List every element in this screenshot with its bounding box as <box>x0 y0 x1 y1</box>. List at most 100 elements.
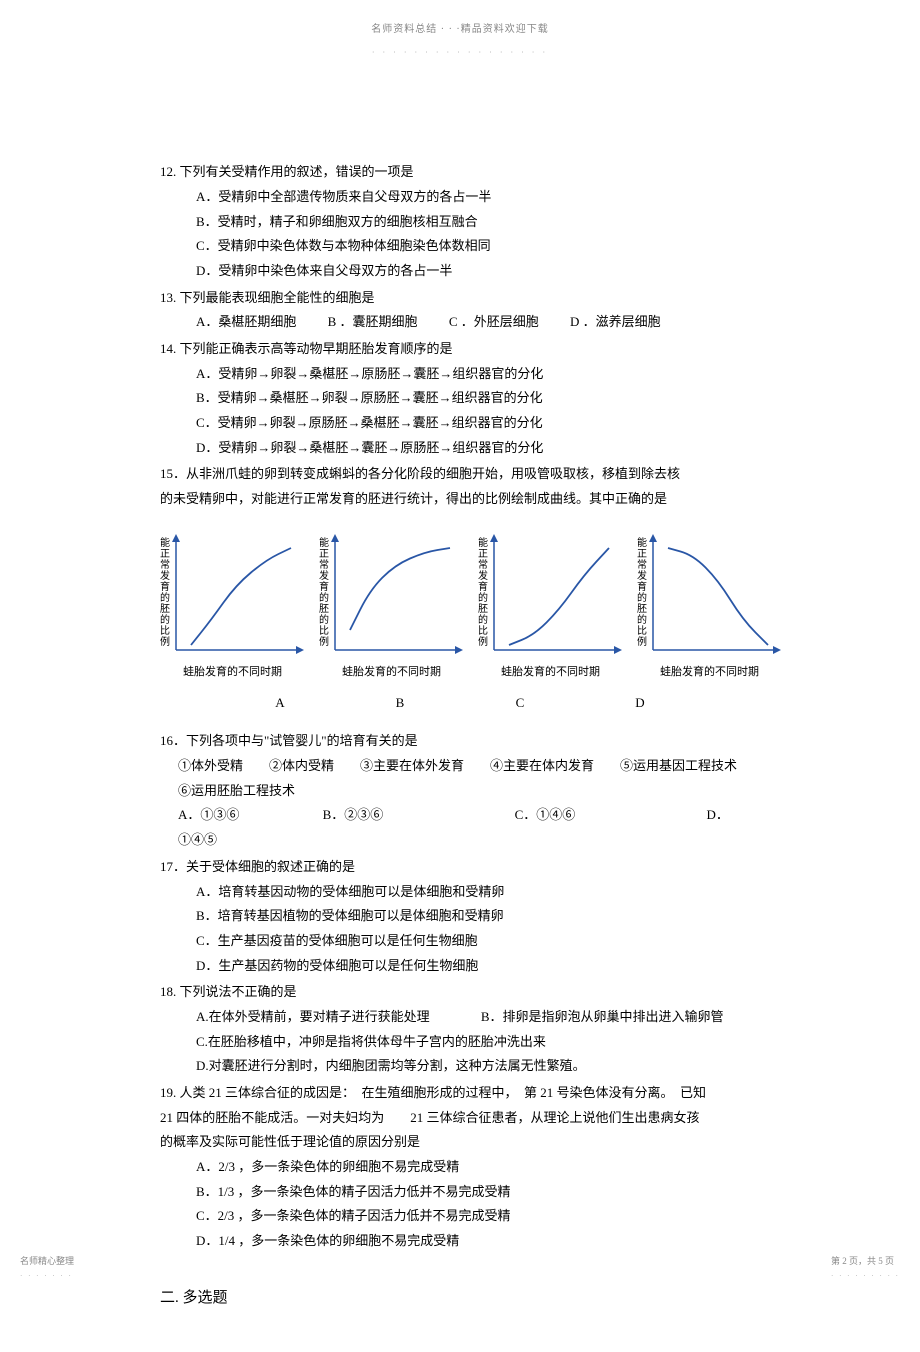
svg-text:例: 例 <box>637 635 647 648</box>
question-16: 16．下列各项中与"试管婴儿"的培育有关的是 ①体外受精 ②体内受精 ③主要在体… <box>160 729 760 852</box>
svg-text:的: 的 <box>637 591 647 604</box>
chart-c: 能正常发育的胚的比例 蛙胎发育的不同时期 <box>478 530 623 683</box>
q17-stem: 17．关于受体细胞的叙述正确的是 <box>160 855 760 880</box>
svg-text:例: 例 <box>478 635 488 648</box>
svg-text:的: 的 <box>319 591 329 604</box>
svg-text:的: 的 <box>160 591 170 604</box>
footer-right: 第 2 页，共 5 页 · · · · · · · · · <box>831 1253 900 1283</box>
q16-option-d: D．①④⑤ <box>178 807 729 847</box>
chart-letter-b: B <box>340 691 460 716</box>
q16-option-a: A．①③⑥ <box>178 807 239 822</box>
question-14: 14. 下列能正确表示高等动物早期胚胎发育顺序的是 A．受精卵→卵裂→桑椹胚→原… <box>160 337 760 460</box>
q16-stem: 16．下列各项中与"试管婴儿"的培育有关的是 <box>160 729 760 754</box>
svg-text:胚: 胚 <box>319 603 329 615</box>
chart-b: 能正常发育的胚的比例 蛙胎发育的不同时期 <box>319 530 464 683</box>
svg-text:发: 发 <box>478 569 488 582</box>
q14-stem: 14. 下列能正确表示高等动物早期胚胎发育顺序的是 <box>160 337 760 362</box>
q19-option-c: C．2/3 ，多一条染色体的精子因活力低并不易完成受精 <box>196 1204 760 1229</box>
svg-text:能: 能 <box>478 536 488 549</box>
svg-text:比: 比 <box>319 625 329 637</box>
svg-text:的: 的 <box>319 613 329 626</box>
chart-letter-a: A <box>220 691 340 716</box>
q14-option-a: A．受精卵→卵裂→桑椹胚→原肠胚→囊胚→组织器官的分化 <box>196 362 760 387</box>
question-17: 17．关于受体细胞的叙述正确的是 A．培育转基因动物的受体细胞可以是体细胞和受精… <box>160 855 760 978</box>
q19-line1: 19. 人类 21 三体综合征的成因是： 在生殖细胞形成的过程中， 第 21 号… <box>160 1081 760 1106</box>
q13-options: A．桑椹胚期细胞 B ．囊胚期细胞 C ．外胚层细胞 D ．滋养层细胞 <box>196 310 760 335</box>
chart-c-xlabel: 蛙胎发育的不同时期 <box>501 662 600 683</box>
chart-svg-a: 能正常发育的胚的比例 <box>160 530 305 660</box>
q15-line1: 15．从非洲爪蛙的卵到转变成蝌蚪的各分化阶段的细胞开始，用吸管吸取核，移植到除去… <box>160 462 760 487</box>
q12-option-b: B．受精时，精子和卵细胞双方的细胞核相互融合 <box>196 210 760 235</box>
q16-items1: ①体外受精 ②体内受精 ③主要在体外发育 ④主要在体内发育 ⑤运用基因工程技术 <box>178 754 760 779</box>
q13-option-d: D ．滋养层细胞 <box>570 314 661 329</box>
footer-right-dots: · · · · · · · · · <box>831 1270 900 1283</box>
svg-text:胚: 胚 <box>637 603 647 615</box>
q18-option-b: B．排卵是指卵泡从卵巢中排出进入输卵管 <box>481 1009 724 1024</box>
chart-a: 能正常发育的胚的比例 蛙胎发育的不同时期 <box>160 530 305 683</box>
question-13: 13. 下列最能表现细胞全能性的细胞是 A．桑椹胚期细胞 B ．囊胚期细胞 C … <box>160 286 760 335</box>
svg-text:常: 常 <box>637 558 647 571</box>
q17-option-b: B．培育转基因植物的受体细胞可以是体细胞和受精卵 <box>196 904 760 929</box>
q19-line2: 21 四体的胚胎不能成活。一对夫妇均为 21 三体综合征患者，从理论上说他们生出… <box>160 1106 760 1131</box>
q17-option-a: A．培育转基因动物的受体细胞可以是体细胞和受精卵 <box>196 880 760 905</box>
q12-option-d: D．受精卵中染色体来自父母双方的各占一半 <box>196 259 760 284</box>
svg-text:能: 能 <box>319 536 329 549</box>
section-2-title: 二. 多选题 <box>160 1284 760 1313</box>
footer-right-text: 第 2 页，共 5 页 <box>831 1253 900 1270</box>
q19-line3: 的概率及实际可能性低于理论值的原因分别是 <box>160 1130 760 1155</box>
svg-text:育: 育 <box>160 580 170 593</box>
q14-option-b: B．受精卵→桑椹胚→卵裂→原肠胚→囊胚→组织器官的分化 <box>196 386 760 411</box>
q13-stem: 13. 下列最能表现细胞全能性的细胞是 <box>160 286 760 311</box>
q14-option-c: C．受精卵→卵裂→原肠胚→桑椹胚→囊胚→组织器官的分化 <box>196 411 760 436</box>
page-header: 名师资料总结 · · ·精品资料欢迎下载 <box>160 20 760 39</box>
svg-text:育: 育 <box>478 580 488 593</box>
footer-left-text: 名师精心整理 <box>20 1253 74 1270</box>
q18-line-ab: A.在体外受精前，要对精子进行获能处理 B．排卵是指卵泡从卵巢中排出进入输卵管 <box>196 1005 760 1030</box>
chart-letter-d: D <box>580 691 700 716</box>
q16-option-c: C．①④⑥ <box>515 807 576 822</box>
chart-letters: A B C D <box>160 691 760 716</box>
q19-option-d: D．1/4 ，多一条染色体的卵细胞不易完成受精 <box>196 1229 760 1254</box>
q16-options: A．①③⑥ B．②③⑥ C．①④⑥ D．①④⑤ <box>178 803 760 852</box>
svg-text:胚: 胚 <box>478 603 488 615</box>
svg-text:胚: 胚 <box>160 603 170 615</box>
svg-text:能: 能 <box>160 536 170 549</box>
charts-row: 能正常发育的胚的比例 蛙胎发育的不同时期 能正常发育的胚的比例 蛙胎发育的不同时… <box>160 530 760 683</box>
q19-option-a: A．2/3 ，多一条染色体的卵细胞不易完成受精 <box>196 1155 760 1180</box>
svg-text:比: 比 <box>478 625 488 637</box>
q15-line2: 的未受精卵中，对能进行正常发育的胚进行统计，得出的比例绘制成曲线。其中正确的是 <box>160 487 760 512</box>
svg-text:发: 发 <box>160 569 170 582</box>
svg-text:的: 的 <box>160 613 170 626</box>
q12-option-a: A．受精卵中全部遗传物质来自父母双方的各占一半 <box>196 185 760 210</box>
q12-option-c: C．受精卵中染色体数与本物种体细胞染色体数相同 <box>196 234 760 259</box>
chart-svg-b: 能正常发育的胚的比例 <box>319 530 464 660</box>
chart-d: 能正常发育的胚的比例 蛙胎发育的不同时期 <box>637 530 782 683</box>
svg-text:育: 育 <box>637 580 647 593</box>
footer-left: 名师精心整理 · · · · · · · <box>20 1253 74 1283</box>
svg-text:发: 发 <box>637 569 647 582</box>
q16-option-b: B．②③⑥ <box>323 807 384 822</box>
q17-option-c: C．生产基因疫苗的受体细胞可以是任何生物细胞 <box>196 929 760 954</box>
chart-a-xlabel: 蛙胎发育的不同时期 <box>183 662 282 683</box>
svg-text:正: 正 <box>319 549 329 560</box>
svg-text:发: 发 <box>319 569 329 582</box>
chart-svg-d: 能正常发育的胚的比例 <box>637 530 782 660</box>
q18-stem: 18. 下列说法不正确的是 <box>160 980 760 1005</box>
svg-text:常: 常 <box>319 558 329 571</box>
svg-text:的: 的 <box>478 613 488 626</box>
svg-text:常: 常 <box>478 558 488 571</box>
svg-text:正: 正 <box>478 549 488 560</box>
svg-text:比: 比 <box>160 625 170 637</box>
svg-text:正: 正 <box>637 549 647 560</box>
chart-d-xlabel: 蛙胎发育的不同时期 <box>660 662 759 683</box>
q18-option-a: A.在体外受精前，要对精子进行获能处理 <box>196 1009 430 1024</box>
q18-option-c: C.在胚胎移植中，冲卵是指将供体母牛子宫内的胚胎冲洗出来 <box>196 1030 760 1055</box>
q13-option-a: A．桑椹胚期细胞 <box>196 314 296 329</box>
q14-option-d: D．受精卵→卵裂→桑椹胚→囊胚→原肠胚→组织器官的分化 <box>196 436 760 461</box>
q12-stem: 12. 下列有关受精作用的叙述，错误的一项是 <box>160 160 760 185</box>
svg-text:的: 的 <box>637 613 647 626</box>
q13-option-c: C ．外胚层细胞 <box>449 314 539 329</box>
question-18: 18. 下列说法不正确的是 A.在体外受精前，要对精子进行获能处理 B．排卵是指… <box>160 980 760 1079</box>
svg-text:例: 例 <box>319 635 329 648</box>
question-15: 15．从非洲爪蛙的卵到转变成蝌蚪的各分化阶段的细胞开始，用吸管吸取核，移植到除去… <box>160 462 760 511</box>
